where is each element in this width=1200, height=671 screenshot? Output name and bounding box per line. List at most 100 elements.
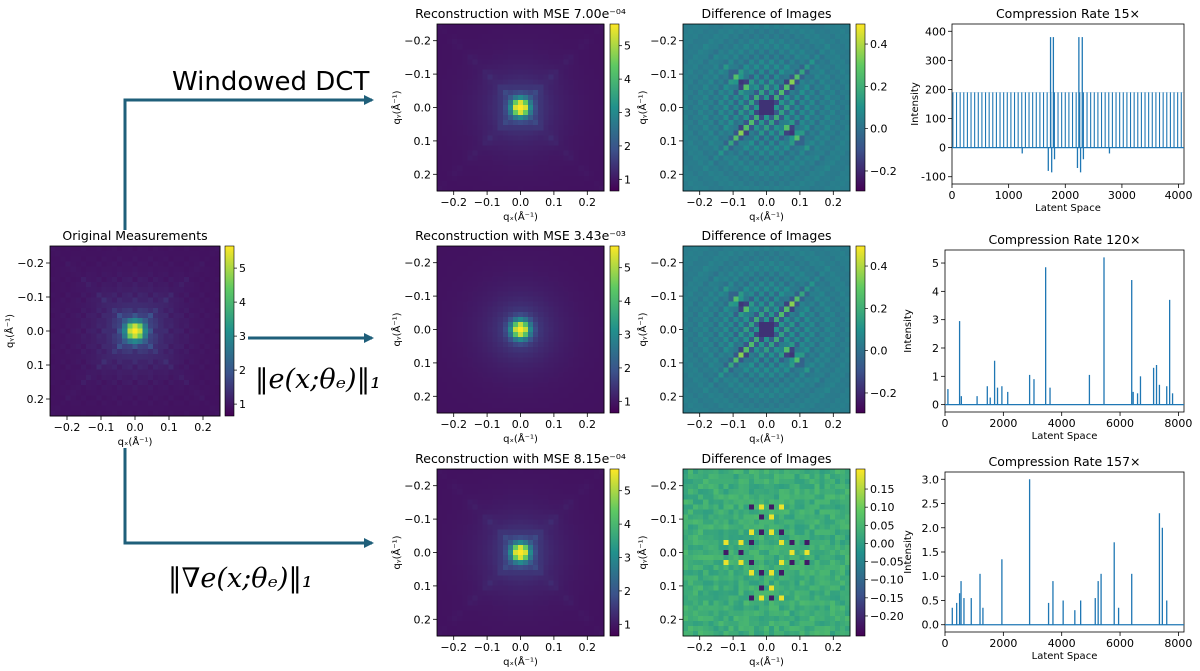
plot-area (944, 249, 1185, 413)
y-tick-label: 0.0 (414, 324, 432, 337)
y-axis-label: Intensity (910, 82, 921, 126)
colorbar-tick-label: 1 (624, 618, 631, 631)
x-tick-label: 0.1 (791, 196, 809, 209)
y-tick-label: 4 (932, 285, 939, 298)
colorbar-tick-label: 1 (624, 395, 631, 408)
heatmap-image (437, 24, 605, 192)
panel-title: Reconstruction with MSE 8.15e⁻⁰⁴ (415, 451, 626, 466)
heatmap-image (437, 469, 605, 637)
y-tick-label: −0.2 (404, 480, 431, 493)
x-tick-label: −0.1 (474, 196, 501, 209)
flow-arrows (123, 95, 374, 548)
colorbar-tick-label: 0.2 (870, 302, 888, 315)
y-tick-label: 0.2 (660, 168, 678, 181)
colorbar-tick-label: 3 (239, 330, 246, 343)
colorbar-tick-label: 0.0 (870, 123, 888, 136)
y-tick-label: 0.1 (660, 357, 678, 370)
x-axis-label: Latent Space (1032, 651, 1098, 662)
y-tick-label: 0.2 (414, 613, 432, 626)
y-tick-label: 0.2 (660, 390, 678, 403)
panel-rec_bot: Reconstruction with MSE 8.15e⁻⁰⁴ −0.2 −0.2… (390, 451, 631, 668)
y-tick-label: 2.0 (922, 522, 940, 535)
x-axis-label: qₓ(Å⁻¹) (503, 432, 538, 445)
y-tick-label: 0.1 (660, 135, 678, 148)
x-tick-label: 0.1 (791, 418, 809, 431)
x-tick-label: 0.1 (160, 421, 178, 434)
x-tick-label: −0.2 (54, 421, 81, 434)
colorbar-tick-label: 2 (624, 362, 631, 375)
y-axis-label: qᵧ(Å⁻¹) (636, 90, 649, 124)
colorbar-tick-label: −0.15 (870, 592, 904, 605)
colorbar-tick-label: 0.4 (870, 260, 888, 273)
heatmap-image (683, 24, 851, 192)
x-tick-label: 0.2 (579, 641, 597, 654)
y-tick-label: 0.2 (414, 168, 432, 181)
x-tick-label: −0.1 (88, 421, 115, 434)
x-axis-label: qₓ(Å⁻¹) (749, 210, 784, 223)
colorbar-tick-label: 0.10 (870, 501, 895, 514)
y-tick-label: 0.1 (414, 135, 432, 148)
y-tick-label: −0.2 (650, 480, 677, 493)
x-tick-label: 0 (942, 417, 949, 430)
method-label-grad-l1: ‖∇e(x;θₑ)‖₁ (168, 563, 313, 594)
y-tick-label: 300 (925, 54, 946, 67)
y-tick-label: −0.1 (404, 513, 431, 526)
y-tick-label: 2.5 (922, 498, 940, 511)
x-axis-label: Latent Space (1035, 203, 1101, 214)
heatmap-image (437, 246, 605, 414)
panel-title: Reconstruction with MSE 3.43e⁻⁰³ (415, 228, 626, 243)
y-tick-label: 0.2 (660, 613, 678, 626)
heatmap-image (50, 246, 221, 417)
x-tick-label: 0.1 (545, 641, 563, 654)
panel-title: Original Measurements (62, 228, 207, 243)
y-axis-label: Intensity (903, 530, 914, 574)
x-tick-label: −0.2 (440, 641, 467, 654)
x-axis-label: qₓ(Å⁻¹) (503, 655, 538, 668)
y-tick-label: 0.0 (660, 324, 678, 337)
colorbar: 1 2 3 4 5 (609, 23, 631, 192)
y-tick-label: -100 (921, 171, 946, 184)
colorbar: 1 2 3 4 5 (609, 245, 631, 414)
arrow-to-top (123, 95, 374, 230)
x-tick-label: 4000 (1048, 417, 1076, 430)
colorbar-tick-label: 2 (239, 364, 246, 377)
x-tick-label: 8000 (1164, 637, 1192, 650)
y-tick-label: −0.1 (17, 291, 44, 304)
chart-title: Compression Rate 120× (988, 232, 1140, 247)
y-tick-label: −0.1 (650, 513, 677, 526)
panel-title: Difference of Images (701, 451, 831, 466)
y-tick-label: 0.0 (660, 547, 678, 560)
y-tick-label: 1.5 (922, 546, 940, 559)
x-tick-label: 0.0 (512, 196, 530, 209)
colorbar-tick-label: 0.0 (870, 345, 888, 358)
colorbar-tick-label: −0.2 (870, 387, 897, 400)
panel-diff_mid: Difference of Images−0.2−0.2−0.1−0.10.00… (636, 228, 897, 445)
arrow-to-bottom (123, 448, 374, 548)
colorbar-tick-label: 4 (239, 296, 246, 309)
panel-title: Difference of Images (701, 228, 831, 243)
y-tick-label: 0.2 (414, 390, 432, 403)
x-tick-label: −0.1 (474, 641, 501, 654)
x-tick-label: 6000 (1106, 637, 1134, 650)
x-tick-label: 0.2 (579, 196, 597, 209)
colorbar-tick-label: −0.20 (870, 610, 904, 623)
chart-title: Compression Rate 15× (996, 6, 1140, 21)
x-axis-label: Latent Space (1032, 431, 1098, 442)
x-tick-label: −0.2 (440, 418, 467, 431)
colorbar-tick-label: −0.10 (870, 574, 904, 587)
x-tick-label: −0.1 (720, 196, 747, 209)
y-tick-label: 2 (932, 342, 939, 355)
y-axis-label: Intensity (903, 309, 914, 353)
y-tick-label: −0.1 (404, 290, 431, 303)
compression-chart-1: Compression Rate 120× 0 2000 4000 6000 8000 0 1… (903, 232, 1192, 442)
y-tick-label: 1 (932, 370, 939, 383)
colorbar-tick-label: 0.15 (870, 483, 895, 496)
y-tick-label: 0.1 (660, 580, 678, 593)
y-tick-label: 200 (925, 83, 946, 96)
y-tick-label: 0 (932, 399, 939, 412)
colorbar-tick-label: 5 (624, 40, 631, 53)
colorbar-tick-label: 5 (239, 262, 246, 275)
y-tick-label: −0.2 (650, 35, 677, 48)
x-tick-label: 0.0 (758, 196, 776, 209)
colorbar-tick-label: 2 (624, 585, 631, 598)
